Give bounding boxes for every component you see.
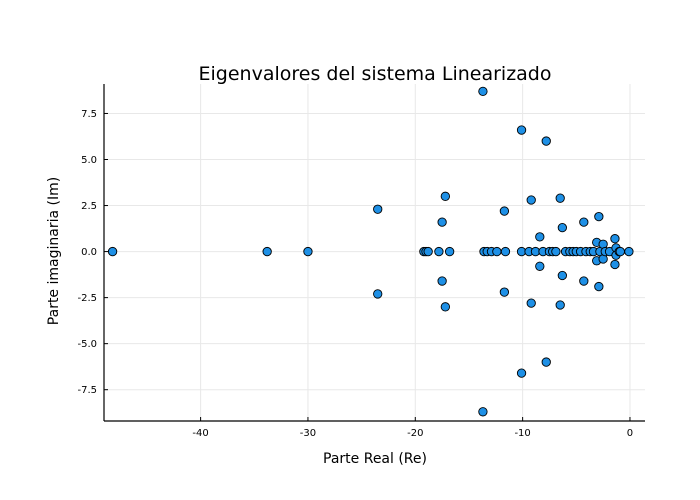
x-tick-label: -30 — [300, 428, 316, 439]
y-tick-label: 7.5 — [81, 109, 97, 120]
x-tick-label: -40 — [192, 428, 208, 439]
x-tick-label: 0 — [627, 428, 633, 439]
data-point — [557, 270, 567, 281]
x-tick-label: -10 — [514, 428, 530, 439]
axes — [103, 84, 645, 422]
data-point — [440, 191, 450, 201]
data-point — [555, 300, 565, 310]
data-point — [478, 407, 488, 417]
data-point — [526, 298, 536, 308]
y-tick-label: -5.0 — [77, 339, 97, 350]
data-point — [594, 281, 604, 292]
data-point — [594, 211, 604, 222]
data-point — [551, 246, 561, 257]
data-point — [499, 206, 510, 216]
data-point — [610, 234, 620, 244]
data-point — [555, 193, 565, 203]
x-axis-label: Parte Real (Re) — [323, 451, 427, 467]
data-point — [492, 246, 502, 257]
y-axis-label: Parte imaginaria (Im) — [46, 177, 62, 325]
y-tick-label: 0.0 — [81, 247, 97, 258]
data-point — [478, 86, 488, 97]
data-point — [499, 287, 510, 297]
data-point — [541, 136, 551, 146]
y-tick-label: -7.5 — [77, 385, 97, 396]
data-point — [440, 302, 450, 312]
data-point — [500, 246, 511, 257]
data-point — [541, 357, 551, 367]
x-tick-label: -20 — [407, 428, 423, 439]
y-tick-label: 5.0 — [81, 155, 97, 166]
data-point — [303, 246, 313, 257]
data-point — [434, 246, 444, 257]
y-axis-ticks: -7.5 -5.0 -2.5 0.0 2.5 5.0 7.5 — [77, 109, 108, 396]
data-point — [526, 195, 536, 205]
data-point — [437, 217, 447, 227]
chart-title: Eigenvalores del sistema Linearizado — [199, 63, 552, 85]
data-points — [107, 86, 634, 417]
data-point — [516, 125, 527, 135]
data-point — [262, 246, 272, 257]
data-point — [423, 246, 433, 257]
data-point — [535, 261, 545, 271]
data-point — [624, 246, 634, 257]
data-point — [516, 368, 527, 378]
data-point — [610, 259, 620, 270]
data-point — [373, 204, 383, 214]
data-point — [444, 246, 455, 257]
y-tick-label: -2.5 — [77, 293, 97, 304]
data-point — [373, 289, 383, 299]
y-tick-label: 2.5 — [81, 201, 97, 212]
data-point — [615, 246, 625, 257]
data-point — [107, 246, 118, 257]
data-point — [535, 232, 545, 242]
data-point — [579, 276, 589, 286]
x-axis-ticks: -40 -30 -20 -10 0 — [192, 417, 633, 439]
data-point — [437, 276, 447, 286]
data-point — [557, 222, 567, 233]
data-point — [579, 217, 589, 227]
